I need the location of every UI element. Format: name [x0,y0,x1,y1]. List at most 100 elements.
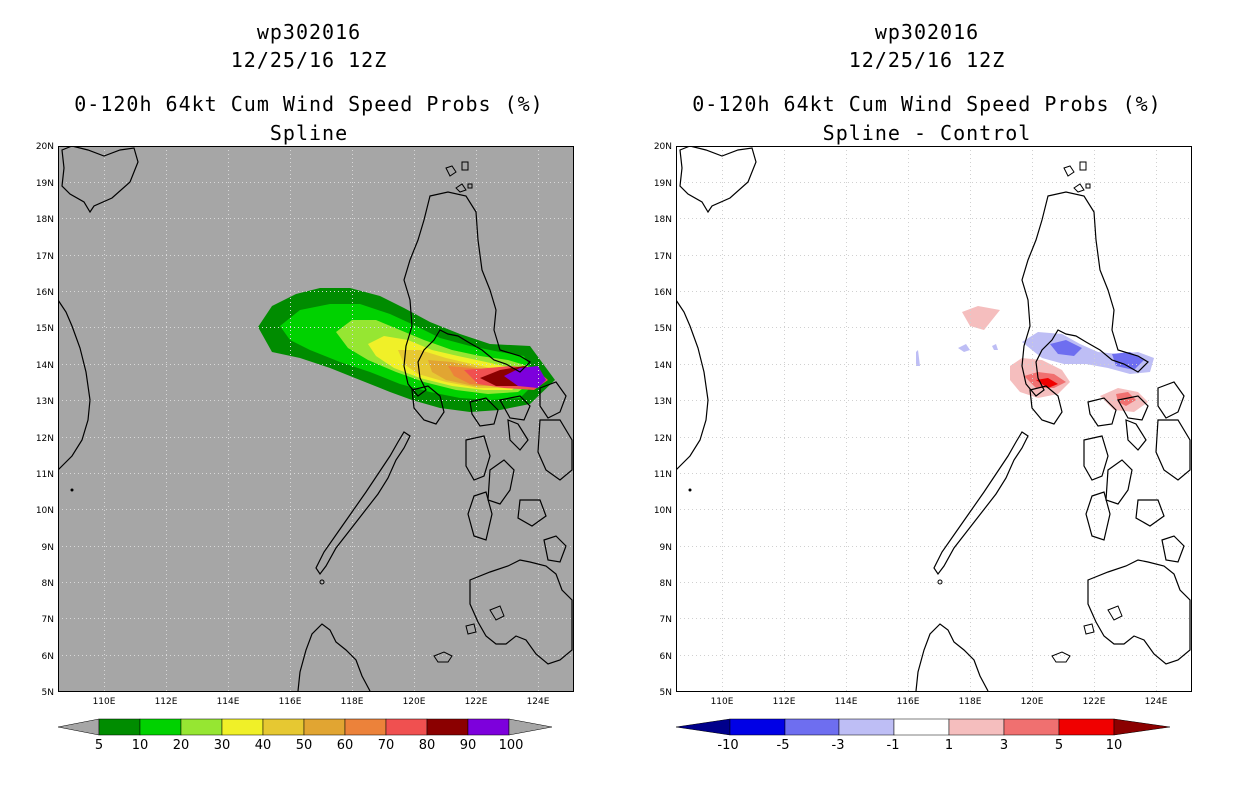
lat-label: 15N [36,324,54,334]
lat-label: 19N [36,179,54,189]
colorbar-low-end [675,718,731,736]
lat-label: 13N [654,397,672,407]
colorbar-swatch [1058,718,1115,736]
left-panel: wp302016 12/25/16 12Z 0-120h 64kt Cum Wi… [36,20,574,753]
colorbar-label: 100 [499,738,524,753]
left-colorbar [57,718,553,736]
lat-label: 20N [36,142,54,152]
colorbar-label: 60 [337,738,354,753]
right-title-product: 0-120h 64kt Cum Wind Speed Probs (%) [692,92,1162,116]
right-title-storm-id: wp302016 [874,20,980,44]
lat-label: 5N [660,688,672,698]
right-map-frame [676,146,1192,692]
lon-label: 110E [93,697,116,707]
lon-label: 116E [897,697,920,707]
colorbar-label: -3 [832,738,845,753]
colorbar-label: -5 [777,738,790,753]
colorbar-label: 10 [1106,738,1123,753]
right-title-method: Spline - Control [822,121,1032,145]
colorbar-swatch [98,718,141,736]
lat-label: 15N [654,324,672,334]
right-grid [676,146,1191,691]
colorbar-swatch [467,718,510,736]
lat-label: 14N [36,361,54,371]
left-lon-labels: 110E 112E 114E 116E 118E 120E 122E 124E [93,697,550,707]
lat-label: 9N [42,543,54,553]
colorbar-label: 5 [95,738,103,753]
lat-label: 6N [42,652,54,662]
colorbar-swatch [262,718,305,736]
lat-label: 6N [660,652,672,662]
colorbar-swatch [385,718,428,736]
colorbar-swatch [784,718,840,736]
lon-label: 116E [279,697,302,707]
colorbar-label: 70 [378,738,395,753]
lat-label: 7N [660,615,672,625]
lat-label: 8N [660,579,672,589]
lat-label: 19N [654,179,672,189]
lon-label: 120E [403,697,426,707]
lon-label: 112E [155,697,178,707]
lat-label: 12N [36,434,54,444]
colorbar-swatch [139,718,182,736]
left-colorbar-labels: 5 10 20 30 40 50 60 70 80 90 100 [95,738,524,753]
lat-label: 16N [36,288,54,298]
lat-label: 5N [42,688,54,698]
lon-label: 118E [959,697,982,707]
lat-label: 9N [660,543,672,553]
colorbar-swatch [1003,718,1060,736]
left-grid [58,146,573,691]
lon-label: 114E [217,697,240,707]
right-lat-labels: 20N 19N 18N 17N 16N 15N 14N 13N 12N 11N … [654,142,672,698]
right-difference-field [916,306,1154,412]
right-map-background [676,146,1191,691]
colorbar-swatch [303,718,346,736]
lon-label: 112E [773,697,796,707]
colorbar-label: 20 [173,738,190,753]
lat-label: 11N [36,470,54,480]
lon-label: 110E [711,697,734,707]
lon-label: 118E [341,697,364,707]
left-title-product: 0-120h 64kt Cum Wind Speed Probs (%) [74,92,544,116]
left-map-background [58,146,573,691]
lat-label: 12N [654,434,672,444]
right-colorbar [675,718,1171,736]
lat-label: 20N [654,142,672,152]
lat-label: 11N [654,470,672,480]
lon-label: 124E [1145,697,1168,707]
lat-label: 14N [654,361,672,371]
left-map-frame [58,146,574,692]
colorbar-swatch [838,718,895,736]
lon-label: 124E [527,697,550,707]
lat-label: 18N [36,215,54,225]
lat-label: 8N [42,579,54,589]
lat-label: 18N [654,215,672,225]
left-lat-labels: 20N 19N 18N 17N 16N 15N 14N 13N 12N 11N … [36,142,54,698]
left-title-date: 12/25/16 12Z [230,48,388,72]
colorbar-label: -10 [717,738,738,753]
lon-label: 122E [1083,697,1106,707]
colorbar-swatch [729,718,786,736]
right-lon-labels: 110E 112E 114E 116E 118E 120E 122E 124E [711,697,1168,707]
lat-label: 10N [654,506,672,516]
colorbar-swatch [893,718,950,736]
right-map: 20N 19N 18N 17N 16N 15N 14N 13N 12N 11N … [654,142,1192,753]
colorbar-swatch [221,718,264,736]
left-probability-swath [258,288,555,412]
colorbar-high-end [1113,718,1171,736]
lon-label: 120E [1021,697,1044,707]
colorbar-swatch [426,718,469,736]
left-title-storm-id: wp302016 [256,20,362,44]
lat-label: 17N [654,252,672,262]
right-title-date: 12/25/16 12Z [848,48,1006,72]
colorbar-swatch [180,718,223,736]
lon-label: 114E [835,697,858,707]
colorbar-label: 1 [945,738,953,753]
colorbar-label: 40 [255,738,272,753]
lat-label: 17N [36,252,54,262]
right-colorbar-labels: -10 -5 -3 -1 1 3 5 10 [717,738,1122,753]
lon-label: 122E [465,697,488,707]
colorbar-swatch [948,718,1005,736]
lat-label: 16N [654,288,672,298]
colorbar-label: 30 [214,738,231,753]
